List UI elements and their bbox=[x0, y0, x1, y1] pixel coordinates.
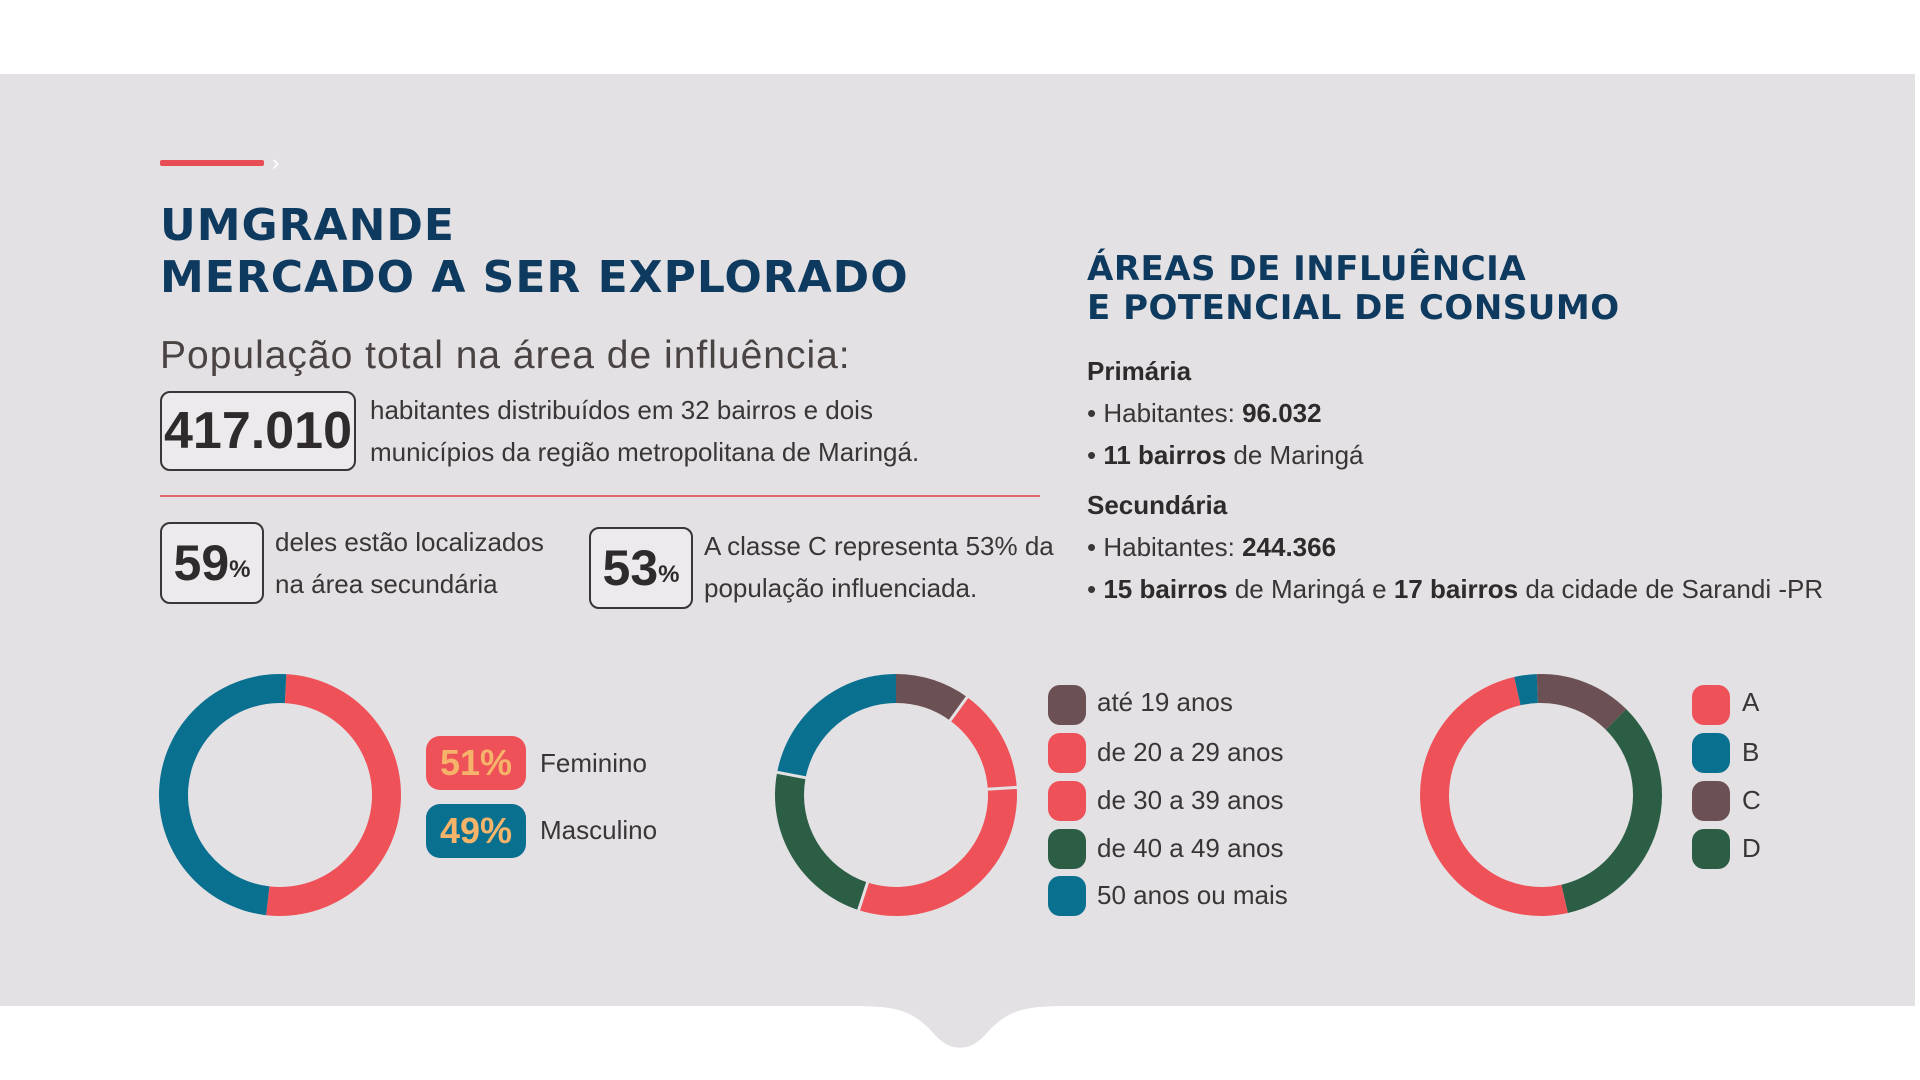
donut-slice-a bbox=[1420, 677, 1568, 916]
slice-separator bbox=[856, 881, 870, 912]
secondary-bairros: • 15 bairros de Maringá e 17 bairros da … bbox=[1087, 574, 1824, 604]
donut-slice-d bbox=[1561, 709, 1662, 913]
content-panel bbox=[0, 74, 1915, 1006]
legend-swatch-c bbox=[1692, 781, 1730, 821]
primary-bairros: • 11 bairros de Maringá bbox=[1087, 440, 1364, 470]
masculino-percent-badge: 49% bbox=[426, 804, 526, 858]
primary-label: Primária bbox=[1087, 356, 1192, 386]
legend-50-mais: 50 anos ou mais bbox=[1097, 880, 1288, 910]
slice-separator bbox=[986, 785, 1018, 791]
legend-30-39: de 30 a 39 anos bbox=[1097, 785, 1284, 815]
title-line-2: MERCADO A SER EXPLORADO bbox=[160, 252, 909, 303]
legend-swatch-50-mais bbox=[1048, 876, 1086, 916]
feminino-percent-badge: 51% bbox=[426, 736, 526, 790]
population-total-box: 417.010 bbox=[160, 391, 356, 471]
class-donut-chart bbox=[1420, 674, 1662, 916]
donut-slice-de-20-a-29-anos bbox=[950, 697, 1017, 790]
stat-class-c-text: A classe C representa 53% da população i… bbox=[704, 531, 1054, 603]
slice-separator bbox=[775, 770, 807, 780]
secondary-label: Secundária bbox=[1087, 490, 1228, 520]
divider bbox=[160, 495, 1040, 497]
donut-slice-b bbox=[1514, 674, 1538, 706]
legend-ate-19: até 19 anos bbox=[1097, 687, 1233, 717]
page-title: UMGRANDE MERCADO A SER EXPLORADO bbox=[160, 200, 909, 304]
legend-c: C bbox=[1742, 785, 1761, 815]
legend-a: A bbox=[1742, 687, 1760, 717]
legend-b: B bbox=[1742, 737, 1760, 767]
donut-slice-feminino bbox=[266, 674, 402, 916]
donut-slice-c bbox=[1536, 674, 1627, 730]
legend-swatch-d bbox=[1692, 829, 1730, 869]
legend-swatch-ate-19 bbox=[1048, 685, 1086, 725]
age-donut-chart bbox=[775, 674, 1018, 916]
donut-slice-de-40-a-49-anos bbox=[775, 772, 868, 911]
stat-secondary-box: 59% bbox=[160, 522, 264, 604]
population-heading: População total na área de influência: bbox=[160, 334, 851, 377]
legend-swatch-40-49 bbox=[1048, 829, 1086, 869]
chevron-right-icon: › bbox=[272, 150, 280, 175]
population-description: habitantes distribuídos em 32 bairros e … bbox=[370, 395, 920, 467]
legend-swatch-b bbox=[1692, 733, 1730, 773]
slice-separator bbox=[948, 695, 969, 723]
donut-slice-masculino bbox=[159, 674, 287, 916]
donut-slice-50-anos-ou-mais bbox=[777, 674, 896, 778]
primary-habitantes: • Habitantes: 96.032 bbox=[1087, 398, 1322, 428]
legend-swatch-a bbox=[1692, 685, 1730, 725]
accent-bar bbox=[160, 160, 264, 166]
donut-slice-ate-19-anos bbox=[896, 674, 968, 721]
bottom-notch bbox=[840, 990, 1080, 1048]
stat-secondary-text: deles estão localizados na área secundár… bbox=[275, 527, 544, 599]
gender-donut-chart bbox=[159, 674, 402, 916]
secondary-habitantes: • Habitantes: 244.366 bbox=[1087, 532, 1337, 562]
title-line-1: UMGRANDE bbox=[160, 200, 455, 251]
stat-class-c-box: 53% bbox=[589, 527, 693, 609]
legend-20-29: de 20 a 29 anos bbox=[1097, 737, 1284, 767]
legend-40-49: de 40 a 49 anos bbox=[1097, 833, 1284, 863]
legend-feminino: Feminino bbox=[540, 748, 647, 778]
legend-swatch-20-29 bbox=[1048, 733, 1086, 773]
donut-slice-de-30-a-39-anos bbox=[858, 787, 1017, 916]
legend-swatch-30-39 bbox=[1048, 781, 1086, 821]
areas-title: ÁREAS DE INFLUÊNCIA E POTENCIAL DE CONSU… bbox=[1087, 249, 1620, 328]
legend-masculino: Masculino bbox=[540, 815, 658, 845]
legend-d: D bbox=[1742, 833, 1761, 863]
